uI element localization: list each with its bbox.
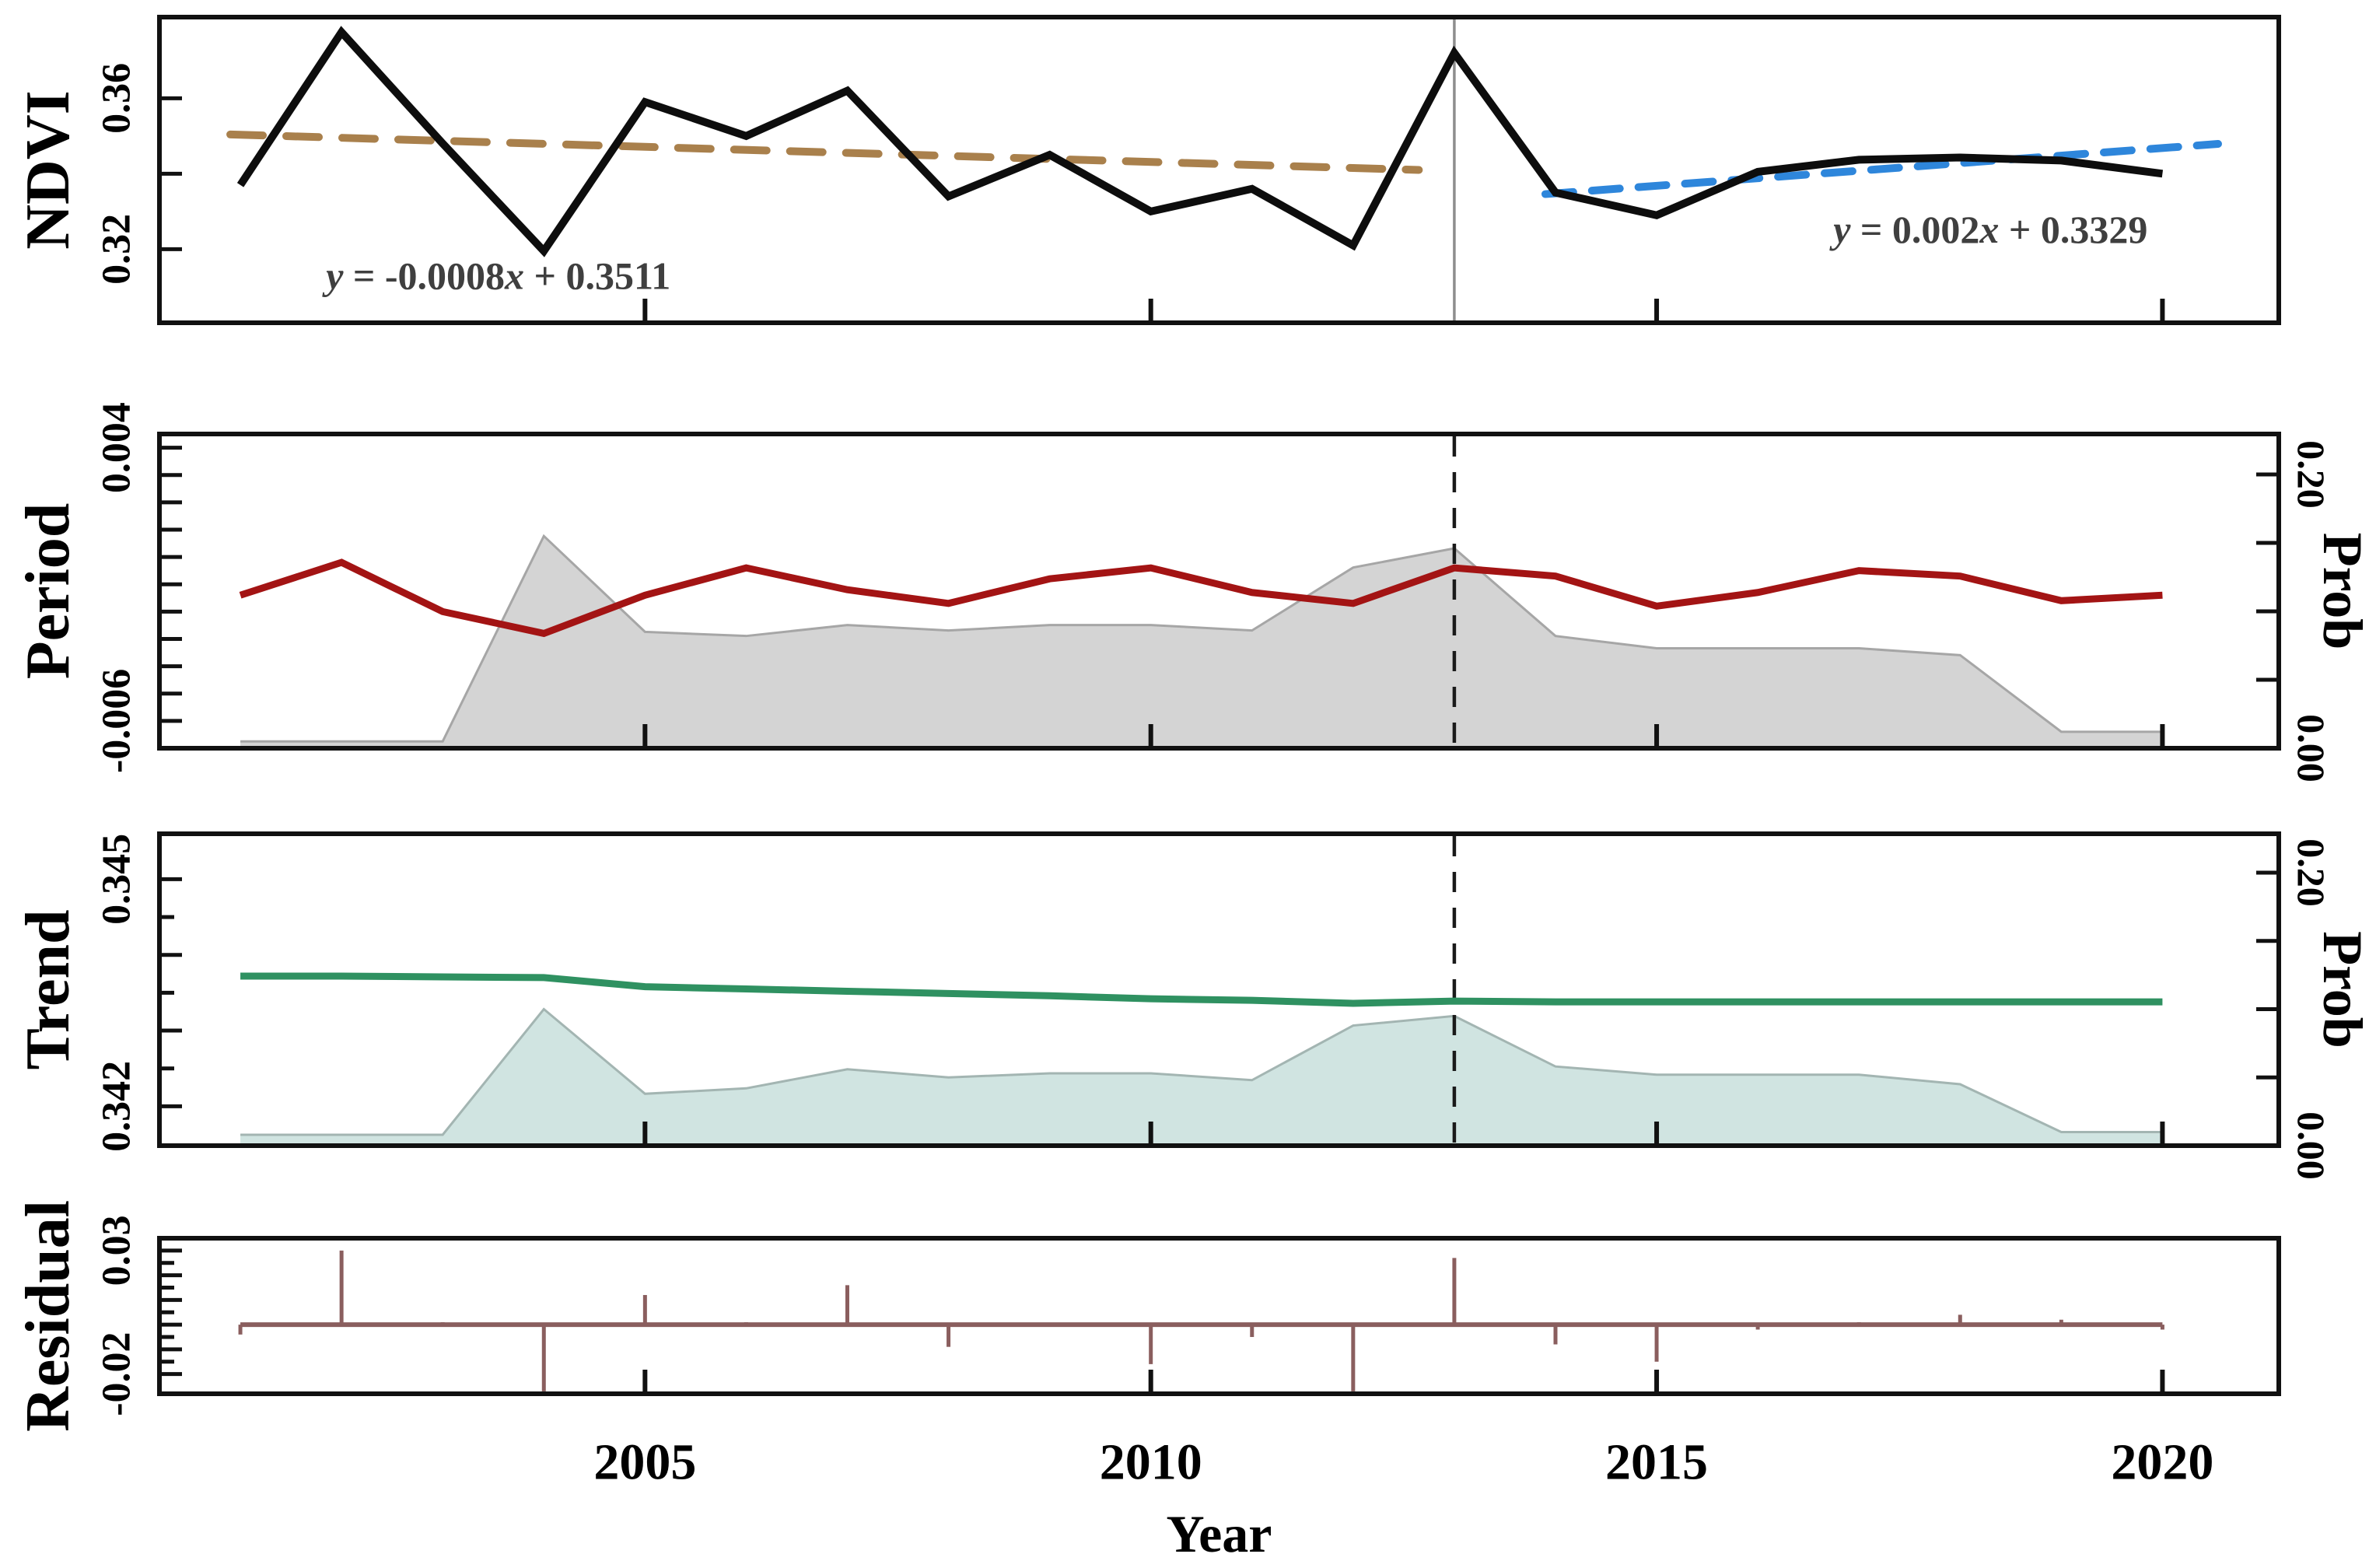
panel-trend: 0.345 0.342 0.20 0.00 Prob Trend	[14, 831, 2369, 1180]
x-tick-label: 2005	[593, 1434, 696, 1491]
trend-series-line	[240, 972, 2163, 1007]
x-tick-label: 2015	[1605, 1434, 1708, 1491]
x-axis-title: Year	[1167, 1504, 1272, 1563]
residual-panel-border	[157, 1236, 2281, 1396]
ndvi-y-tick-label: 0.36	[95, 63, 139, 134]
trend-prob-axis-title: Prob	[2311, 931, 2369, 1048]
panel-ndvi: 0.36 0.32 NDVI y = -0.0008x + 0.3511 y = 0.0…	[14, 15, 2281, 325]
period-y-tick-label: 0.004	[95, 402, 139, 493]
x-tick-label: 2020	[2111, 1434, 2213, 1491]
ndvi-panel-border	[157, 15, 2281, 325]
ndvi-fit-line-pre	[226, 130, 1423, 174]
period-panel-border	[157, 432, 2281, 751]
period-y-tick-label: -0.006	[95, 669, 139, 773]
trend-y-tick-label: 0.345	[95, 834, 139, 925]
period-prob-tick-label: 0.20	[2290, 440, 2333, 509]
residual-y-tick-label: -0.02	[95, 1332, 139, 1416]
y-axis-title-residual: Residual	[14, 1200, 82, 1432]
trend-prob-tick-label: 0.20	[2290, 838, 2333, 907]
residual-y-tick-label: 0.03	[95, 1215, 139, 1286]
trend-y-tick-label: 0.342	[95, 1061, 139, 1152]
y-axis-title-period: Period	[14, 503, 82, 680]
trend-probability-area-edge	[240, 1007, 2163, 1136]
period-prob-tick-label: 0.00	[2290, 714, 2333, 782]
ndvi-y-tick-label: 0.32	[95, 214, 139, 285]
x-tick-label: 2010	[1100, 1434, 1202, 1491]
panel-period: 0.004 -0.006 0.20 0.00 Prob Period	[14, 402, 2369, 782]
trend-panel-border	[157, 831, 2281, 1148]
trend-prob-tick-label: 0.00	[2290, 1111, 2333, 1180]
ndvi-series-line	[236, 26, 2164, 257]
x-axis: 2005 2010 2015 2020 Year	[593, 1434, 2213, 1564]
period-probability-area-edge	[240, 534, 2163, 743]
y-axis-title-ndvi: NDVI	[14, 90, 82, 249]
period-prob-axis-title: Prob	[2311, 533, 2369, 650]
equation-post-break: y = 0.002x + 0.3329	[1829, 208, 2147, 251]
y-axis-title-trend: Trend	[14, 910, 82, 1070]
panel-residual: 0.03 -0.02 Residual	[14, 1200, 2281, 1432]
ndvi-fit-line-post	[1541, 140, 2222, 198]
period-probability-area	[240, 536, 2163, 748]
equation-pre-break: y = -0.0008x + 0.3511	[322, 254, 670, 297]
period-series-line	[239, 558, 2163, 638]
